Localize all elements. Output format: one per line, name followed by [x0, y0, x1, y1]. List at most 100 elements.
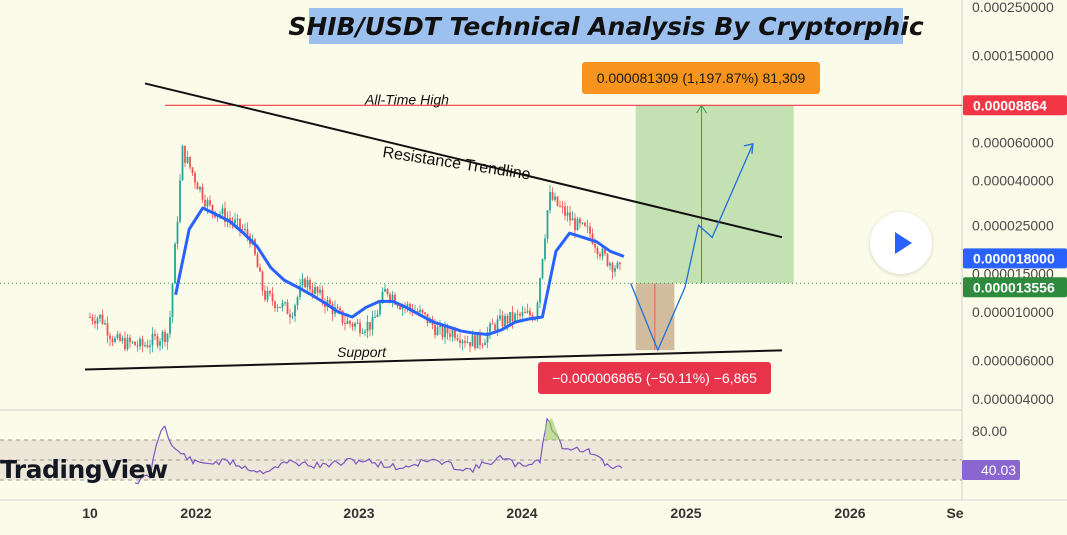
- candle-body: [611, 263, 614, 272]
- candle: [199, 186, 201, 193]
- candle: [256, 252, 259, 268]
- candle: [564, 201, 566, 221]
- candle-body: [401, 305, 404, 310]
- candle-body: [129, 337, 131, 343]
- candle: [149, 339, 151, 354]
- candle: [464, 335, 466, 348]
- candle-body: [499, 315, 501, 320]
- candle: [121, 335, 124, 344]
- candle: [439, 320, 441, 335]
- candle-body: [509, 312, 511, 324]
- candle: [539, 277, 541, 308]
- current-price-tag: 0.000013556: [963, 277, 1067, 298]
- candle-body: [141, 338, 144, 346]
- candle-body: [589, 226, 591, 234]
- candle-body: [181, 145, 184, 181]
- candle: [461, 339, 464, 351]
- candle: [336, 303, 339, 309]
- candle-body: [581, 222, 584, 224]
- play-button[interactable]: [870, 212, 932, 274]
- candle-body: [601, 248, 604, 257]
- candle-body: [196, 182, 199, 190]
- candle: [266, 286, 269, 303]
- candle: [281, 299, 284, 312]
- candle: [259, 263, 261, 272]
- candle: [106, 316, 109, 344]
- candle-body: [609, 263, 611, 266]
- time-tick-label: 2025: [670, 505, 701, 521]
- candle-body: [591, 233, 594, 244]
- candle-body: [446, 326, 449, 334]
- candle-body: [109, 335, 111, 339]
- candle-body: [96, 318, 99, 324]
- candle: [561, 200, 564, 214]
- candle-body: [306, 279, 309, 288]
- candle: [289, 308, 291, 324]
- candle: [184, 145, 186, 168]
- candle: [111, 335, 114, 347]
- candle-body: [111, 338, 114, 343]
- candle-body: [444, 326, 446, 338]
- candle: [349, 319, 351, 328]
- candle-body: [219, 213, 221, 215]
- candle-body: [424, 312, 426, 314]
- candle: [176, 216, 179, 250]
- candle-body: [489, 323, 491, 333]
- candle: [329, 296, 331, 305]
- price-tick-label: 0.000025000: [972, 217, 1054, 233]
- candle-body: [586, 225, 589, 227]
- candle-body: [461, 340, 464, 344]
- current-price-tag-text: 0.000013556: [973, 279, 1055, 295]
- candle-body: [354, 323, 356, 327]
- candle: [109, 332, 111, 347]
- candle-body: [559, 205, 561, 207]
- candle-body: [506, 315, 509, 324]
- candle-body: [139, 338, 141, 347]
- projection-path: [630, 143, 754, 352]
- candle-body: [356, 322, 359, 324]
- candle: [554, 192, 556, 202]
- candle: [271, 287, 274, 306]
- candle: [459, 332, 461, 348]
- candle-body: [104, 323, 106, 325]
- candle: [346, 316, 349, 325]
- candle-body: [341, 310, 344, 323]
- candle-body: [391, 294, 394, 300]
- candle-body: [161, 331, 164, 342]
- candle: [301, 272, 304, 289]
- candle: [129, 334, 131, 349]
- candle-body: [119, 334, 121, 342]
- candle-body: [124, 338, 126, 350]
- candle: [541, 258, 544, 280]
- candle: [191, 166, 194, 176]
- candle: [319, 285, 321, 296]
- candle: [351, 321, 354, 331]
- candle: [99, 314, 101, 323]
- candle-body: [336, 307, 339, 309]
- candle-body: [209, 200, 211, 205]
- ma-price-tag-bg: [963, 248, 1067, 269]
- candle-body: [206, 200, 209, 207]
- candle-body: [279, 306, 281, 308]
- candle-body: [329, 299, 331, 305]
- ath-price-tag: 0.00008864: [963, 95, 1067, 116]
- candle-body: [604, 248, 606, 254]
- candle-body: [284, 302, 286, 304]
- candle: [489, 321, 491, 340]
- candle-body: [514, 313, 516, 321]
- candle-body: [301, 278, 304, 286]
- candle: [606, 252, 609, 267]
- candle: [151, 327, 154, 353]
- candle: [566, 205, 569, 222]
- candle: [466, 335, 469, 344]
- candle: [221, 204, 224, 218]
- candle: [284, 301, 286, 306]
- candle: [254, 238, 256, 257]
- candle-body: [211, 204, 214, 212]
- candle-body: [269, 291, 271, 294]
- candle-body: [266, 291, 269, 300]
- candle-body: [344, 322, 346, 325]
- candle-body: [479, 333, 481, 345]
- candle: [374, 310, 376, 318]
- candle: [486, 326, 489, 348]
